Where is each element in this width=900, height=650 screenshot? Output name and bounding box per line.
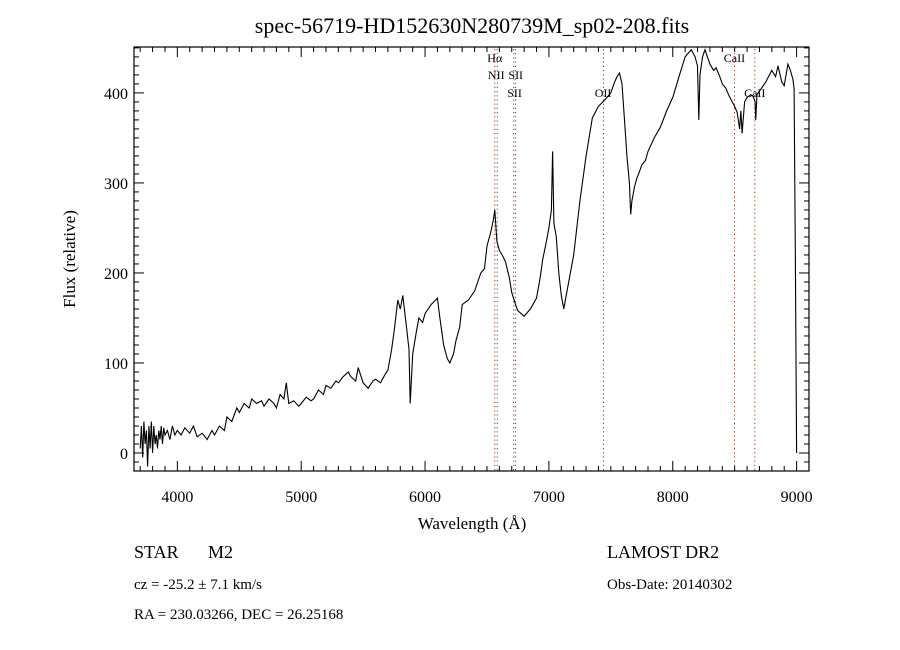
y-tick-label: 300 [104, 176, 128, 193]
line-marker-label: Hα [487, 51, 503, 65]
line-marker-label: NII [488, 68, 505, 82]
chart-title: spec-56719-HD152630N280739M_sp02-208.fit… [255, 13, 689, 38]
coordinates-info: RA = 230.03266, DEC = 26.25168 [134, 607, 343, 623]
y-tick-label: 200 [104, 266, 128, 283]
y-tick-label: 400 [104, 86, 128, 103]
x-tick-label: 5000 [285, 489, 317, 506]
survey-name: LAMOST DR2 [607, 542, 719, 562]
line-marker-label: CaII [744, 86, 765, 100]
obs-date: Obs-Date: 20140302 [607, 577, 732, 593]
x-tick-label: 6000 [409, 489, 441, 506]
plot-frame [133, 46, 810, 472]
x-tick-label: 4000 [161, 489, 193, 506]
x-axis-label: Wavelength (Å) [418, 514, 527, 533]
x-tick-label: 7000 [533, 489, 565, 506]
x-tick-label: 9000 [781, 489, 813, 506]
line-marker-label: CaII [724, 51, 745, 65]
line-marker-label: SII [508, 68, 523, 82]
line-marker-label: OII [595, 86, 612, 100]
object-class: STAR [134, 542, 179, 562]
object-subclass: M2 [208, 542, 233, 562]
y-axis-label: Flux (relative) [60, 210, 79, 308]
x-tick-label: 8000 [657, 489, 689, 506]
y-tick-label: 100 [104, 356, 128, 373]
spectrum-line [139, 47, 798, 467]
y-tick-label: 0 [120, 446, 128, 463]
redshift-info: cz = -25.2 ± 7.1 km/s [134, 577, 262, 593]
line-marker-label: SII [507, 86, 522, 100]
